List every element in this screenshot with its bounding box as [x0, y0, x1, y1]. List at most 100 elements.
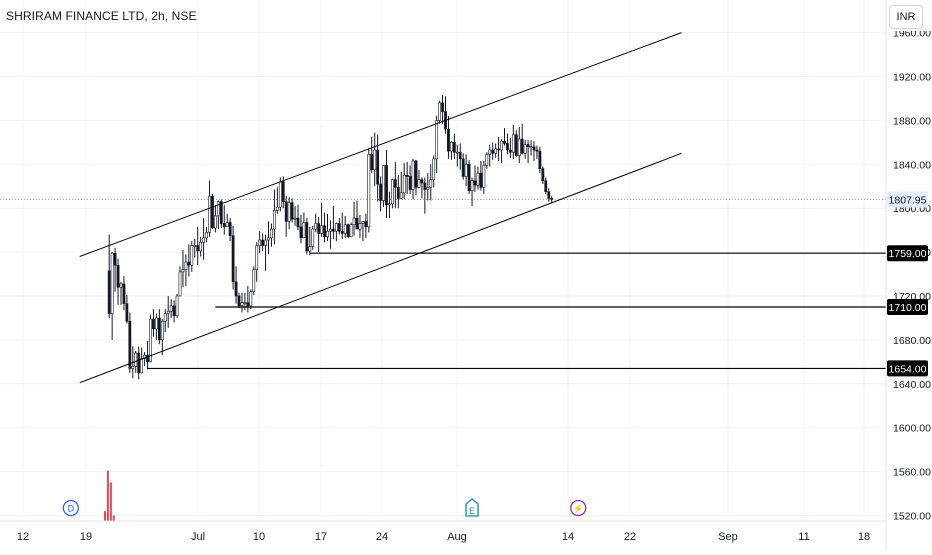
candle-body	[361, 221, 365, 224]
candle-body	[464, 164, 468, 177]
earnings-icon	[465, 498, 479, 517]
split-icon	[570, 499, 587, 517]
candle	[511, 124, 515, 159]
candle-body	[494, 148, 498, 154]
price-level-badge: 1710.00	[887, 298, 928, 315]
candle	[284, 196, 288, 237]
candle-body	[187, 261, 191, 266]
candle	[352, 201, 356, 236]
time-tick-label: 11	[798, 531, 809, 543]
split-marker[interactable]: ⚡	[570, 499, 587, 517]
candle-body	[175, 295, 179, 317]
candle	[231, 225, 235, 290]
candle	[302, 212, 306, 239]
candle	[426, 173, 430, 201]
candle-body	[255, 245, 259, 270]
candle	[255, 242, 259, 282]
currency-button[interactable]: INR	[889, 5, 923, 29]
candle	[202, 218, 206, 260]
candle-body	[302, 222, 306, 239]
candle-body	[131, 365, 135, 369]
candle-body	[352, 217, 356, 225]
candle	[390, 178, 394, 209]
candle	[146, 340, 149, 370]
candle-body	[237, 295, 241, 307]
candle-body	[508, 149, 512, 153]
candle	[249, 289, 253, 310]
candle-body	[214, 215, 217, 229]
candle-body	[550, 198, 554, 200]
candle-body	[231, 235, 235, 283]
candle-body	[438, 102, 442, 121]
candle	[175, 293, 179, 318]
candle	[367, 147, 371, 233]
candle-body	[311, 228, 315, 247]
candle	[447, 116, 450, 159]
candle	[343, 215, 347, 238]
candle-body	[388, 203, 391, 206]
candle-body	[337, 223, 341, 232]
candle-body	[199, 241, 203, 252]
price-tick-label: 1840.00	[893, 159, 931, 171]
candle-body	[160, 320, 164, 341]
candle-body	[385, 165, 388, 206]
candle	[281, 176, 285, 209]
candle	[544, 177, 548, 194]
candle-body	[305, 222, 309, 252]
candle	[508, 137, 512, 158]
candle	[193, 238, 197, 258]
candle-body	[272, 210, 276, 230]
candle-body	[146, 354, 149, 363]
candle-body	[267, 237, 270, 241]
candle-body	[455, 151, 459, 154]
event-markers: D E ⚡	[62, 498, 587, 517]
candle	[414, 159, 418, 196]
candle-body	[346, 224, 350, 238]
candle-body	[479, 172, 483, 188]
candle	[264, 234, 267, 271]
candle	[205, 226, 208, 243]
candle-body	[390, 179, 394, 205]
candle	[411, 158, 415, 200]
candle	[290, 198, 294, 223]
candle-body	[500, 140, 503, 151]
candle-body	[340, 230, 344, 234]
symbol-title[interactable]: SHRIRAM FINANCE LTD, 2h, NSE	[6, 9, 197, 23]
candle	[208, 180, 211, 237]
time-tick-label: 12	[17, 531, 29, 543]
candle	[243, 292, 247, 311]
candle	[110, 252, 114, 340]
candle	[458, 143, 462, 170]
time-tick-label: Sep	[718, 531, 738, 543]
candle-body	[278, 181, 282, 208]
candle-body	[497, 148, 501, 151]
candle	[370, 136, 374, 174]
candle-body	[205, 232, 208, 239]
candle-body	[296, 217, 300, 228]
dividend-marker[interactable]: D	[62, 499, 79, 517]
time-tick-label: 22	[624, 531, 636, 543]
candle-body	[134, 352, 138, 367]
earnings-marker[interactable]: E	[465, 498, 479, 517]
candle	[402, 163, 406, 200]
candle-body	[452, 142, 456, 153]
candle-body	[107, 270, 111, 314]
candle-body	[116, 264, 120, 288]
candle-body	[547, 191, 551, 199]
candle	[287, 197, 291, 230]
candle	[550, 196, 554, 203]
candle	[237, 292, 241, 309]
candle-body	[193, 245, 197, 247]
candle-body	[491, 149, 495, 154]
channel-line-upper	[79, 32, 682, 257]
candle-body	[128, 320, 132, 369]
candle-body	[234, 281, 238, 297]
candle	[326, 213, 329, 242]
candle	[482, 161, 486, 194]
candles	[107, 95, 554, 380]
candle	[199, 236, 203, 257]
candle	[125, 294, 129, 324]
candle	[388, 191, 391, 219]
